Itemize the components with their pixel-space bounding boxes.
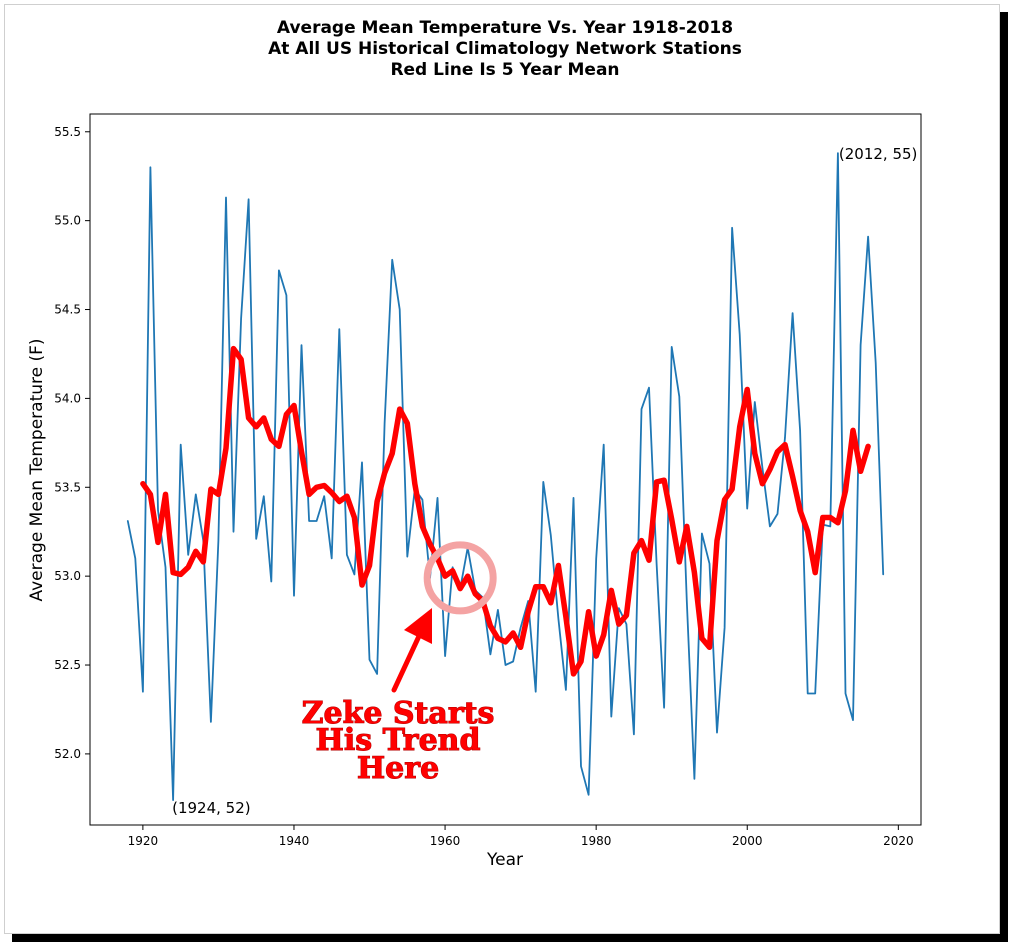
y-tick-label: 53.5	[54, 480, 81, 494]
x-axis-label: Year	[486, 850, 523, 870]
x-tick-label: 2000	[732, 834, 763, 848]
y-tick-label: 52.0	[54, 747, 81, 761]
y-tick-label: 54.5	[54, 303, 81, 317]
callout-arrow-head	[404, 608, 432, 644]
y-tick-label: 53.0	[54, 569, 81, 583]
chart-title-line-2: At All US Historical Climatology Network…	[268, 39, 742, 59]
annual-temperature-line	[126, 152, 885, 801]
chart-frame	[4, 4, 1000, 934]
x-tick-label: 1980	[581, 834, 612, 848]
x-tick-label: 1920	[128, 834, 159, 848]
y-tick-label: 54.0	[54, 391, 81, 405]
chart-title-line-3: Red Line Is 5 Year Mean	[390, 60, 620, 80]
y-tick-label: 52.5	[54, 658, 81, 672]
chart-title-line-1: Average Mean Temperature Vs. Year 1918-2…	[276, 18, 734, 38]
callout-text-line: Zeke Starts	[302, 696, 495, 731]
series-layer	[126, 152, 885, 801]
x-tick-label: 1940	[279, 834, 310, 848]
callout-text-line: His Trend	[316, 723, 481, 758]
x-axis-ticks: 1920 1940 1960 1980 2000 2020	[128, 825, 914, 848]
five-year-mean-line	[140, 345, 871, 677]
x-tick-label: 2020	[883, 834, 914, 848]
annotation-layer: (2012, 55) (1924, 52)	[172, 145, 917, 817]
y-tick-label: 55.0	[54, 214, 81, 228]
y-axis-ticks: 52.0 52.5 53.0 53.5 54.0 54.5 55.0 55.5	[54, 125, 90, 761]
highlight-ring	[423, 541, 497, 615]
plot-area	[89, 113, 922, 826]
y-axis-label: Average Mean Temperature (F)	[27, 338, 47, 601]
x-tick-label: 1960	[430, 834, 461, 848]
y-tick-label: 55.5	[54, 125, 81, 139]
callout-text-line: Here	[357, 751, 439, 786]
callout-arrow-shaft	[391, 631, 423, 693]
data-point-annotation: (2012, 55)	[839, 145, 918, 163]
data-point-annotation: (1924, 52)	[172, 799, 251, 817]
chart-title: Average Mean Temperature Vs. Year 1918-2…	[0, 18, 1010, 81]
